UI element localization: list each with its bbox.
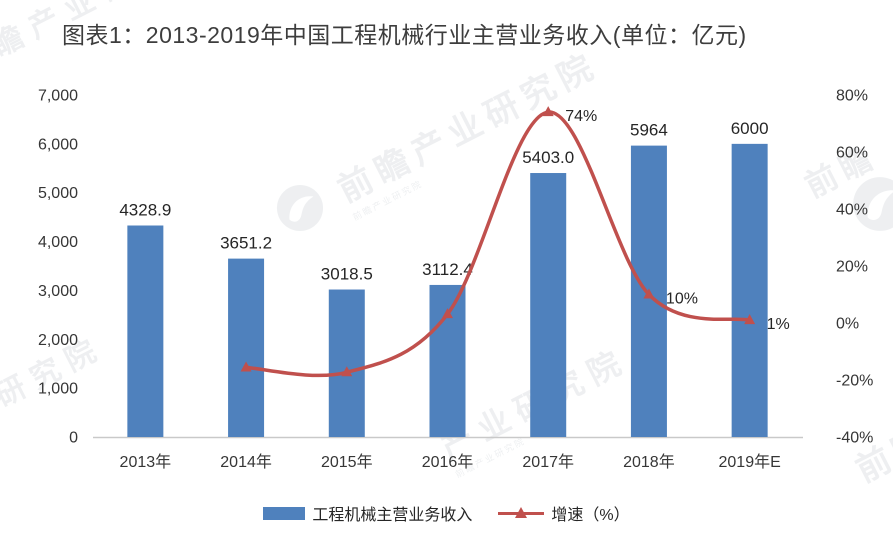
- y-axis-tick-right: 60%: [836, 145, 868, 162]
- bar-value-label: 5964: [630, 121, 668, 140]
- y-axis-tick-right: -20%: [836, 373, 873, 390]
- line-marker-icon: [240, 361, 252, 372]
- y-axis-tick-right: 80%: [836, 88, 868, 105]
- x-axis-label: 2019年E: [719, 453, 781, 471]
- y-axis-tick-left: 6,000: [38, 136, 78, 153]
- x-axis-label: 2013年: [120, 453, 172, 471]
- line-marker-icon: [643, 288, 655, 299]
- line-marker-icon: [341, 366, 353, 377]
- legend-label-growth: 增速（%）: [551, 507, 630, 524]
- y-axis-tick-right: -40%: [836, 430, 873, 447]
- bar-value-label: 3651.2: [220, 234, 272, 253]
- line-series-swatch: [498, 506, 545, 520]
- bar-value-label: 5403.0: [522, 148, 574, 167]
- x-axis-label: 2016年: [422, 453, 474, 471]
- line-marker-icon: [442, 308, 453, 319]
- y-axis-tick-left: 1,000: [38, 381, 78, 398]
- x-axis-label: 2014年: [220, 453, 272, 471]
- triangle-marker-icon: [515, 507, 528, 518]
- bar-2015年: [328, 289, 365, 437]
- y-axis-tick-left: 4,000: [38, 234, 78, 251]
- bar-2019年E: [731, 143, 768, 437]
- legend-item-growth: 增速（%）: [498, 501, 630, 525]
- growth-line: [244, 110, 752, 378]
- x-axis-label: 2018年: [623, 453, 675, 471]
- bar-2014年: [228, 258, 265, 437]
- y-axis-tick-left: 0: [69, 430, 78, 447]
- bar-value-label: 3112.4: [422, 260, 473, 279]
- legend-label-revenue: 工程机械主营业务收入: [312, 507, 473, 524]
- line-point-label: 74%: [565, 108, 597, 125]
- chart-title: 图表1：2013-2019年中国工程机械行业主营业务收入(单位：亿元): [62, 22, 747, 48]
- y-axis-tick-left: 2,000: [38, 332, 78, 349]
- line-point-label: 1%: [767, 316, 790, 333]
- y-axis-tick-left: 3,000: [38, 283, 78, 300]
- bar-2017年: [530, 173, 567, 438]
- y-axis-tick-left: 5,000: [38, 185, 78, 202]
- bar-value-label: 3018.5: [321, 265, 373, 284]
- y-axis-tick-right: 40%: [836, 202, 868, 219]
- line-point-label: 10%: [666, 291, 698, 308]
- y-axis-tick-right: 20%: [836, 259, 868, 276]
- y-axis-tick-left: 7,000: [38, 88, 78, 105]
- chart-legend: 工程机械主营业务收入 增速（%）: [0, 501, 893, 525]
- bar-2013年: [127, 225, 164, 437]
- line-marker-icon: [542, 106, 554, 117]
- bar-value-label: 4328.9: [119, 201, 171, 220]
- bar-2016年: [429, 284, 466, 437]
- x-axis-label: 2017年: [522, 453, 574, 471]
- bar-value-label: 6000: [731, 119, 769, 138]
- bar-series-swatch: [263, 506, 306, 520]
- y-axis-tick-right: 0%: [836, 316, 859, 333]
- legend-item-revenue: 工程机械主营业务收入: [263, 501, 472, 525]
- x-axis-label: 2015年: [321, 453, 373, 471]
- line-marker-icon: [744, 314, 756, 325]
